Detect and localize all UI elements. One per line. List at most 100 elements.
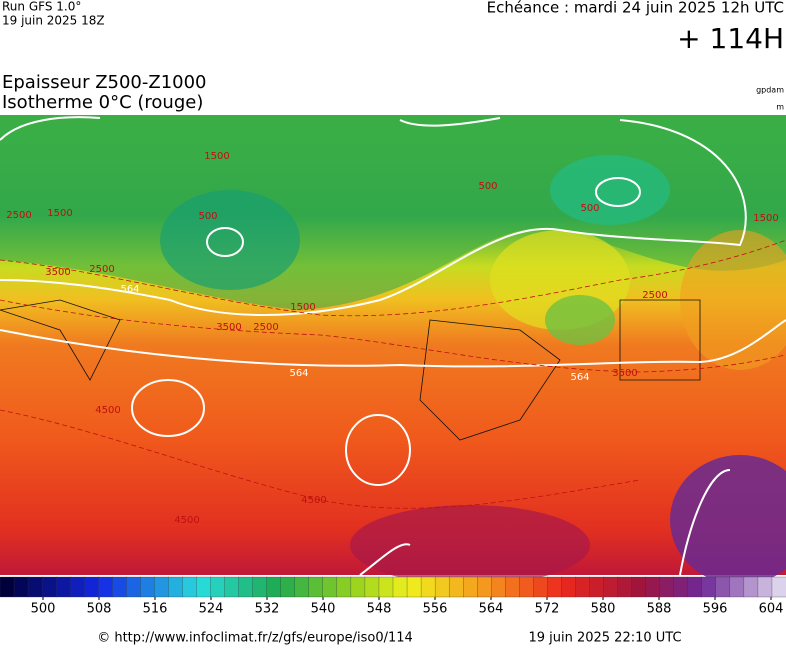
map: 564 564 564 500 500 500 1500 1500 1500 1500 2500 25… <box>0 115 786 585</box>
colorbar-swatch <box>41 576 57 598</box>
colorbar-label: 508 <box>87 602 112 617</box>
colorbar-swatch <box>645 576 661 598</box>
colorbar-swatch <box>406 576 422 598</box>
colorbar-swatch <box>154 576 170 598</box>
colorbar-swatch <box>70 576 85 598</box>
contour-label: 3500 <box>216 322 241 333</box>
colorbar-swatch <box>322 576 338 598</box>
colorbar-label: 548 <box>367 602 392 617</box>
colorbar-swatch <box>463 576 478 598</box>
colorbar-label: 532 <box>255 602 280 617</box>
colorbar-swatch <box>238 576 254 598</box>
contour-label: 564 <box>289 368 308 379</box>
contours <box>0 116 786 576</box>
contour-label: 564 <box>120 284 139 295</box>
colorbar-swatch <box>224 576 240 598</box>
contour-label: 4500 <box>95 405 120 416</box>
source: © http://www.infoclimat.fr/z/gfs/europe/… <box>97 631 413 646</box>
colorbar-swatch <box>84 576 99 598</box>
map-field <box>350 505 590 585</box>
map-field <box>545 295 615 345</box>
contour-label: 500 <box>198 211 217 222</box>
lead-time: + 114H <box>677 22 784 55</box>
colorbar-swatch <box>547 576 563 598</box>
colorbar-swatch <box>631 576 647 598</box>
colorbar-swatch <box>659 576 675 598</box>
map-field <box>550 155 670 225</box>
colorbar-swatch <box>364 576 380 598</box>
colorbar-swatch <box>126 576 142 598</box>
contour-label: 4500 <box>174 515 199 526</box>
colorbar-swatch <box>561 576 577 598</box>
colorbar-swatch <box>266 576 282 598</box>
colorbar-swatch <box>603 576 619 598</box>
contour-label: 1500 <box>204 151 229 162</box>
colorbar-swatch <box>13 576 29 598</box>
colorbar-swatch <box>252 576 268 598</box>
colorbar-label: 588 <box>647 602 672 617</box>
contour-label: 2500 <box>642 290 667 301</box>
map-title: Epaisseur Z500-Z1000 <box>2 72 207 93</box>
unit-label: m <box>776 103 784 112</box>
contour-label: 2500 <box>89 264 114 275</box>
colorbar-swatch <box>196 576 212 598</box>
colorbar-swatch <box>308 576 324 598</box>
contour-label: 4500 <box>301 495 326 506</box>
colorbar-swatch <box>336 576 352 598</box>
colorbar-label: 524 <box>199 602 224 617</box>
colorbar: 500 508 516 524 532 540 548 556 564 572 580 588 596 6… <box>0 576 786 617</box>
colorbar-swatch <box>533 576 549 598</box>
run-label: Run GFS 1.0° <box>2 0 81 14</box>
colorbar-swatch <box>757 576 773 598</box>
colorbar-swatch <box>182 576 198 598</box>
colorbar-swatch <box>112 576 127 598</box>
colorbar-swatch <box>434 576 450 598</box>
contour-label: 500 <box>580 203 599 214</box>
map-subtitle: Isotherme 0°C (rouge) <box>2 92 203 113</box>
colorbar-swatch <box>27 576 43 598</box>
timestamp: 19 juin 2025 22:10 UTC <box>528 631 681 646</box>
colorbar-swatch <box>771 576 786 598</box>
contour-label: 564 <box>570 372 589 383</box>
colorbar-swatch <box>687 576 703 598</box>
colorbar-swatch <box>477 576 492 598</box>
colorbar-swatch <box>505 576 520 598</box>
colorbar-swatch <box>350 576 366 598</box>
contour-label: 1500 <box>290 302 315 313</box>
colorbar-swatch <box>448 576 464 598</box>
contour-label: 1500 <box>753 213 778 224</box>
colorbar-swatch <box>491 576 506 598</box>
colorbar-swatch <box>617 576 633 598</box>
contour-label: 500 <box>478 181 497 192</box>
colorbar-swatch <box>729 576 745 598</box>
map-field <box>160 190 300 290</box>
colorbar-swatch <box>280 576 296 598</box>
contour-label: 2500 <box>253 322 278 333</box>
valid-time: Echéance : mardi 24 juin 2025 12h UTC <box>487 0 784 17</box>
contour-label: 3500 <box>612 368 637 379</box>
contour-label: 1500 <box>47 208 72 219</box>
map-field <box>680 230 786 370</box>
colorbar-swatch <box>55 576 71 598</box>
colorbar-swatch <box>140 576 156 598</box>
colorbar-swatch <box>701 576 717 598</box>
contour-label: 3500 <box>45 267 70 278</box>
colorbar-swatch <box>743 576 759 598</box>
isotherm <box>0 239 786 509</box>
colorbar-swatch <box>0 576 15 598</box>
colorbar-swatch <box>168 576 184 598</box>
colorbar-swatch <box>392 576 408 598</box>
colorbar-label: 604 <box>759 602 784 617</box>
colorbar-label: 500 <box>31 602 56 617</box>
coastline <box>0 299 701 441</box>
colorbar-label: 580 <box>591 602 616 617</box>
unit-label: gpdam <box>756 86 784 95</box>
colorbar-swatch <box>294 576 310 598</box>
colorbar-label: 596 <box>703 602 728 617</box>
colorbar-swatch <box>378 576 394 598</box>
colorbar-swatch <box>575 576 591 598</box>
colorbar-label: 564 <box>479 602 504 617</box>
colorbar-swatch <box>589 576 605 598</box>
colorbar-label: 540 <box>311 602 336 617</box>
